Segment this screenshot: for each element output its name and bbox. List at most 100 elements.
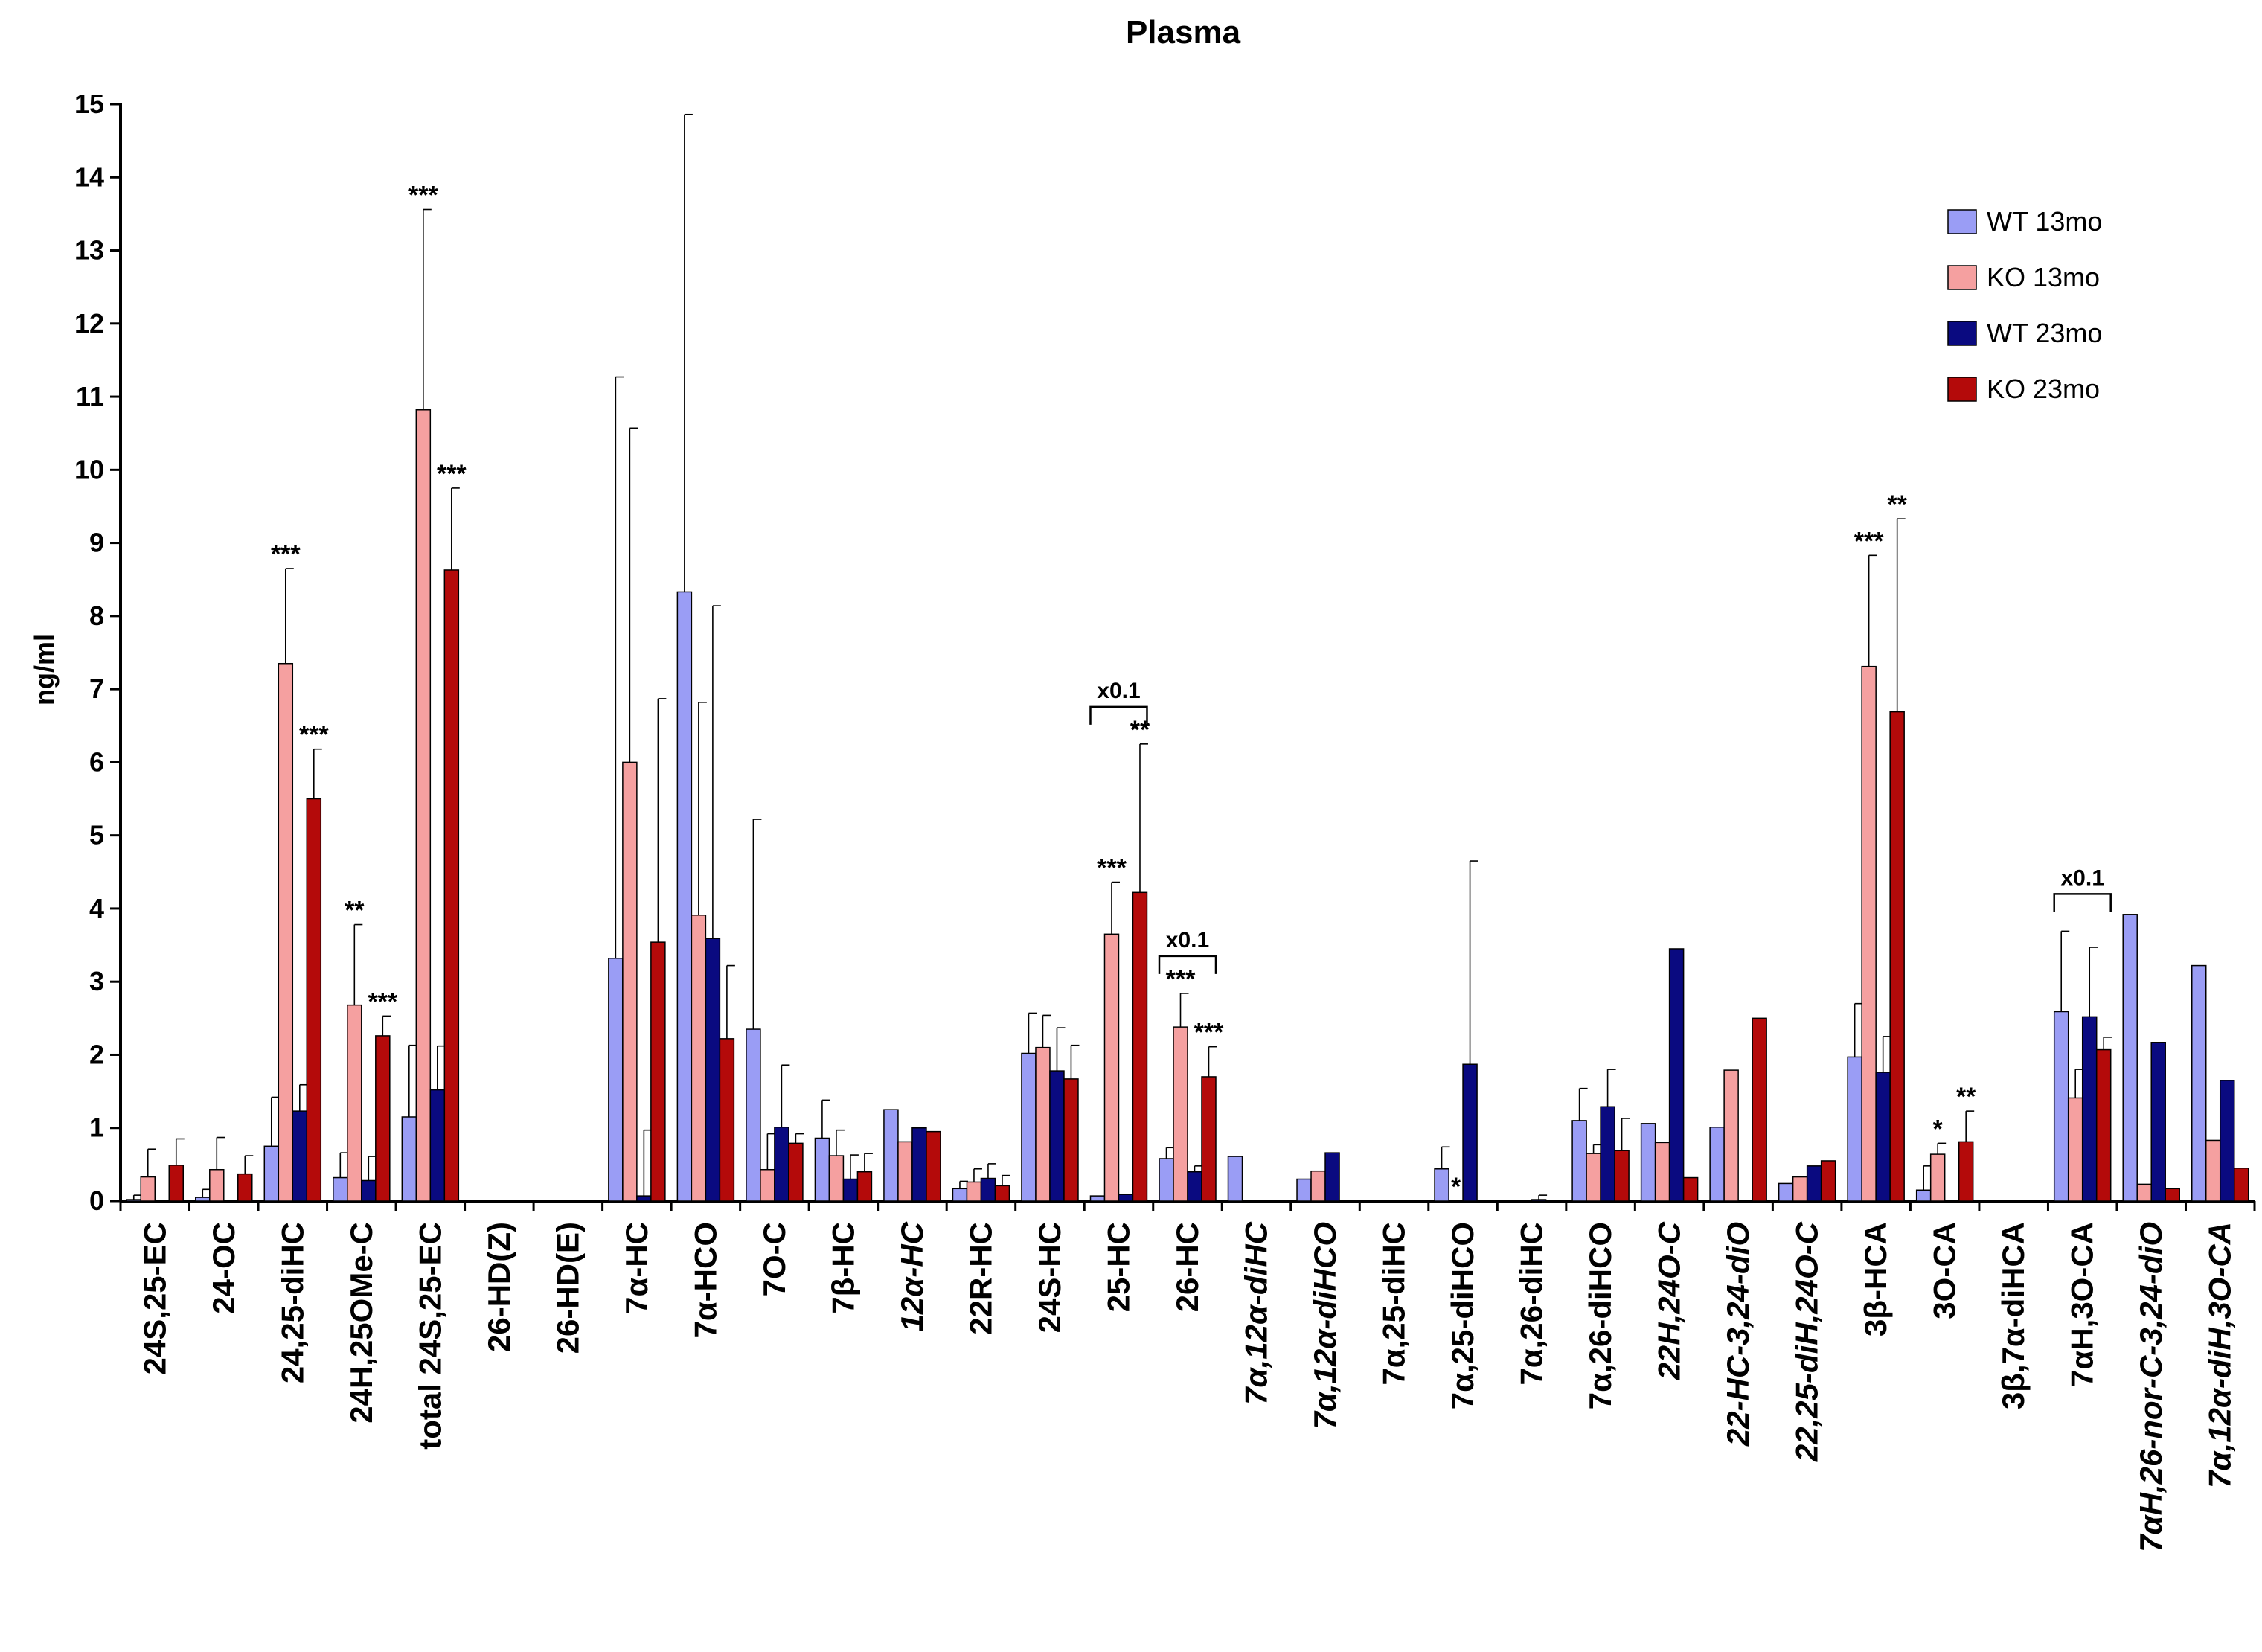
bar	[1324, 1152, 1340, 1202]
y-tick-label: 9	[89, 528, 104, 558]
x-tick-label: 24S-HC	[1032, 1222, 1067, 1333]
bar	[375, 1035, 391, 1202]
bar	[966, 1181, 982, 1202]
bar	[719, 1038, 735, 1202]
x-tick-label: 7β-HC	[825, 1222, 860, 1314]
bar	[1035, 1046, 1051, 1202]
significance-marker: ***	[1166, 965, 1196, 993]
bar	[650, 941, 666, 1202]
annotations: *************************************x0.…	[271, 182, 2112, 1201]
y-tick-label: 6	[89, 746, 104, 777]
bar	[2150, 1042, 2166, 1202]
x-tick-label: 7α,12α-diHCO	[1307, 1222, 1342, 1429]
x-tick-label: 22,25-diH,24O-C	[1790, 1221, 1824, 1462]
bar	[2191, 964, 2207, 1202]
x-tick-label: 24,25-diHC	[275, 1222, 310, 1383]
x-tick-label: 24H,25OMe-C	[344, 1222, 379, 1424]
x-tick-label: 7α,25-diHC	[1377, 1222, 1412, 1386]
bar	[828, 1155, 845, 1202]
bar	[1159, 1158, 1174, 1202]
bar	[608, 958, 624, 1202]
y-tick-label: 1	[89, 1112, 104, 1143]
bar	[2081, 1016, 2098, 1202]
x-tick-label: 7α,26-diHC	[1514, 1222, 1549, 1386]
y-tick-label: 13	[74, 235, 104, 266]
bar	[1861, 665, 1877, 1202]
legend-label: KO 23mo	[1987, 374, 2100, 404]
significance-marker: ***	[1194, 1019, 1224, 1047]
bars	[126, 113, 2249, 1202]
bar	[168, 1165, 185, 1202]
y-tick-label: 3	[89, 966, 104, 996]
x-tick-label: 7α-HC	[619, 1222, 654, 1314]
bar	[676, 591, 693, 1202]
bar	[1103, 933, 1120, 1202]
x-tick-label: 24S,25-EC	[137, 1222, 172, 1374]
bar	[1187, 1171, 1202, 1202]
bar	[1915, 1189, 1932, 1202]
bar	[746, 1028, 761, 1202]
bar	[1118, 1194, 1134, 1202]
chart-title: Plasma	[1126, 14, 1241, 51]
x-tick-label: 3β-HCA	[1858, 1222, 1893, 1336]
x-tick-label: 22-HC-3,24-diO	[1720, 1222, 1755, 1447]
x-tick-label: 3O-CA	[1927, 1222, 1962, 1319]
bar	[856, 1171, 873, 1202]
x-tick-label: 7O-C	[757, 1222, 792, 1296]
bar	[980, 1177, 996, 1202]
y-tick-label: 10	[74, 454, 104, 484]
significance-marker: ***	[368, 987, 397, 1016]
y-tick-label: 2	[89, 1039, 104, 1069]
bar	[1531, 1199, 1547, 1202]
significance-marker: **	[345, 897, 365, 925]
bar	[306, 798, 322, 1202]
bar	[347, 1004, 362, 1202]
bar	[1571, 1120, 1587, 1202]
significance-marker: ***	[271, 540, 301, 569]
y-tick-label: 5	[89, 820, 104, 851]
x-tick-label: 25-HC	[1100, 1222, 1135, 1312]
bar	[2095, 1048, 2112, 1202]
x-tick-label: 26-HC	[1170, 1222, 1205, 1312]
bar	[1792, 1176, 1808, 1202]
bar	[1958, 1141, 1974, 1202]
bar	[788, 1142, 804, 1202]
bar	[1806, 1165, 1822, 1202]
legend: WT 13mo KO 13mo WT 23mo KO 23mo	[1947, 206, 2102, 404]
legend-swatch	[1947, 265, 1977, 290]
x-tick-label: total 24S,25-EC	[412, 1222, 447, 1450]
bar	[760, 1168, 775, 1202]
bar	[691, 915, 707, 1202]
bar	[2205, 1139, 2221, 1202]
significance-marker: **	[1956, 1083, 1976, 1111]
significance-marker: ***	[408, 182, 438, 210]
bar	[1723, 1069, 1739, 1202]
x-tick-label: 3β,7α-diHCA	[1996, 1222, 2031, 1409]
bar	[911, 1127, 927, 1202]
x-tick-label: 26-HD(Z)	[481, 1222, 516, 1352]
significance-marker: ***	[1097, 854, 1127, 883]
legend-swatch	[1947, 321, 1977, 346]
bar	[292, 1110, 308, 1202]
bar	[237, 1173, 253, 1202]
bar	[2122, 914, 2138, 1202]
bar	[1875, 1072, 1891, 1202]
bar	[705, 938, 721, 1202]
legend-label: WT 13mo	[1987, 206, 2102, 237]
y-tick-label: 7	[89, 673, 104, 704]
bar	[415, 409, 432, 1202]
bar	[1296, 1178, 1312, 1202]
bar	[209, 1168, 225, 1202]
scale-bracket	[2053, 893, 2112, 912]
bar	[1778, 1182, 1794, 1202]
x-tick-label: 7α,26-diHCO	[1583, 1222, 1618, 1409]
bar	[883, 1109, 899, 1202]
scale-bracket	[1158, 955, 1217, 974]
y-axis-label: ng/ml	[29, 634, 60, 705]
legend-swatch	[1947, 209, 1977, 234]
significance-marker: *	[1933, 1115, 1944, 1143]
bar	[1682, 1176, 1699, 1202]
scale-bracket	[1089, 705, 1148, 725]
